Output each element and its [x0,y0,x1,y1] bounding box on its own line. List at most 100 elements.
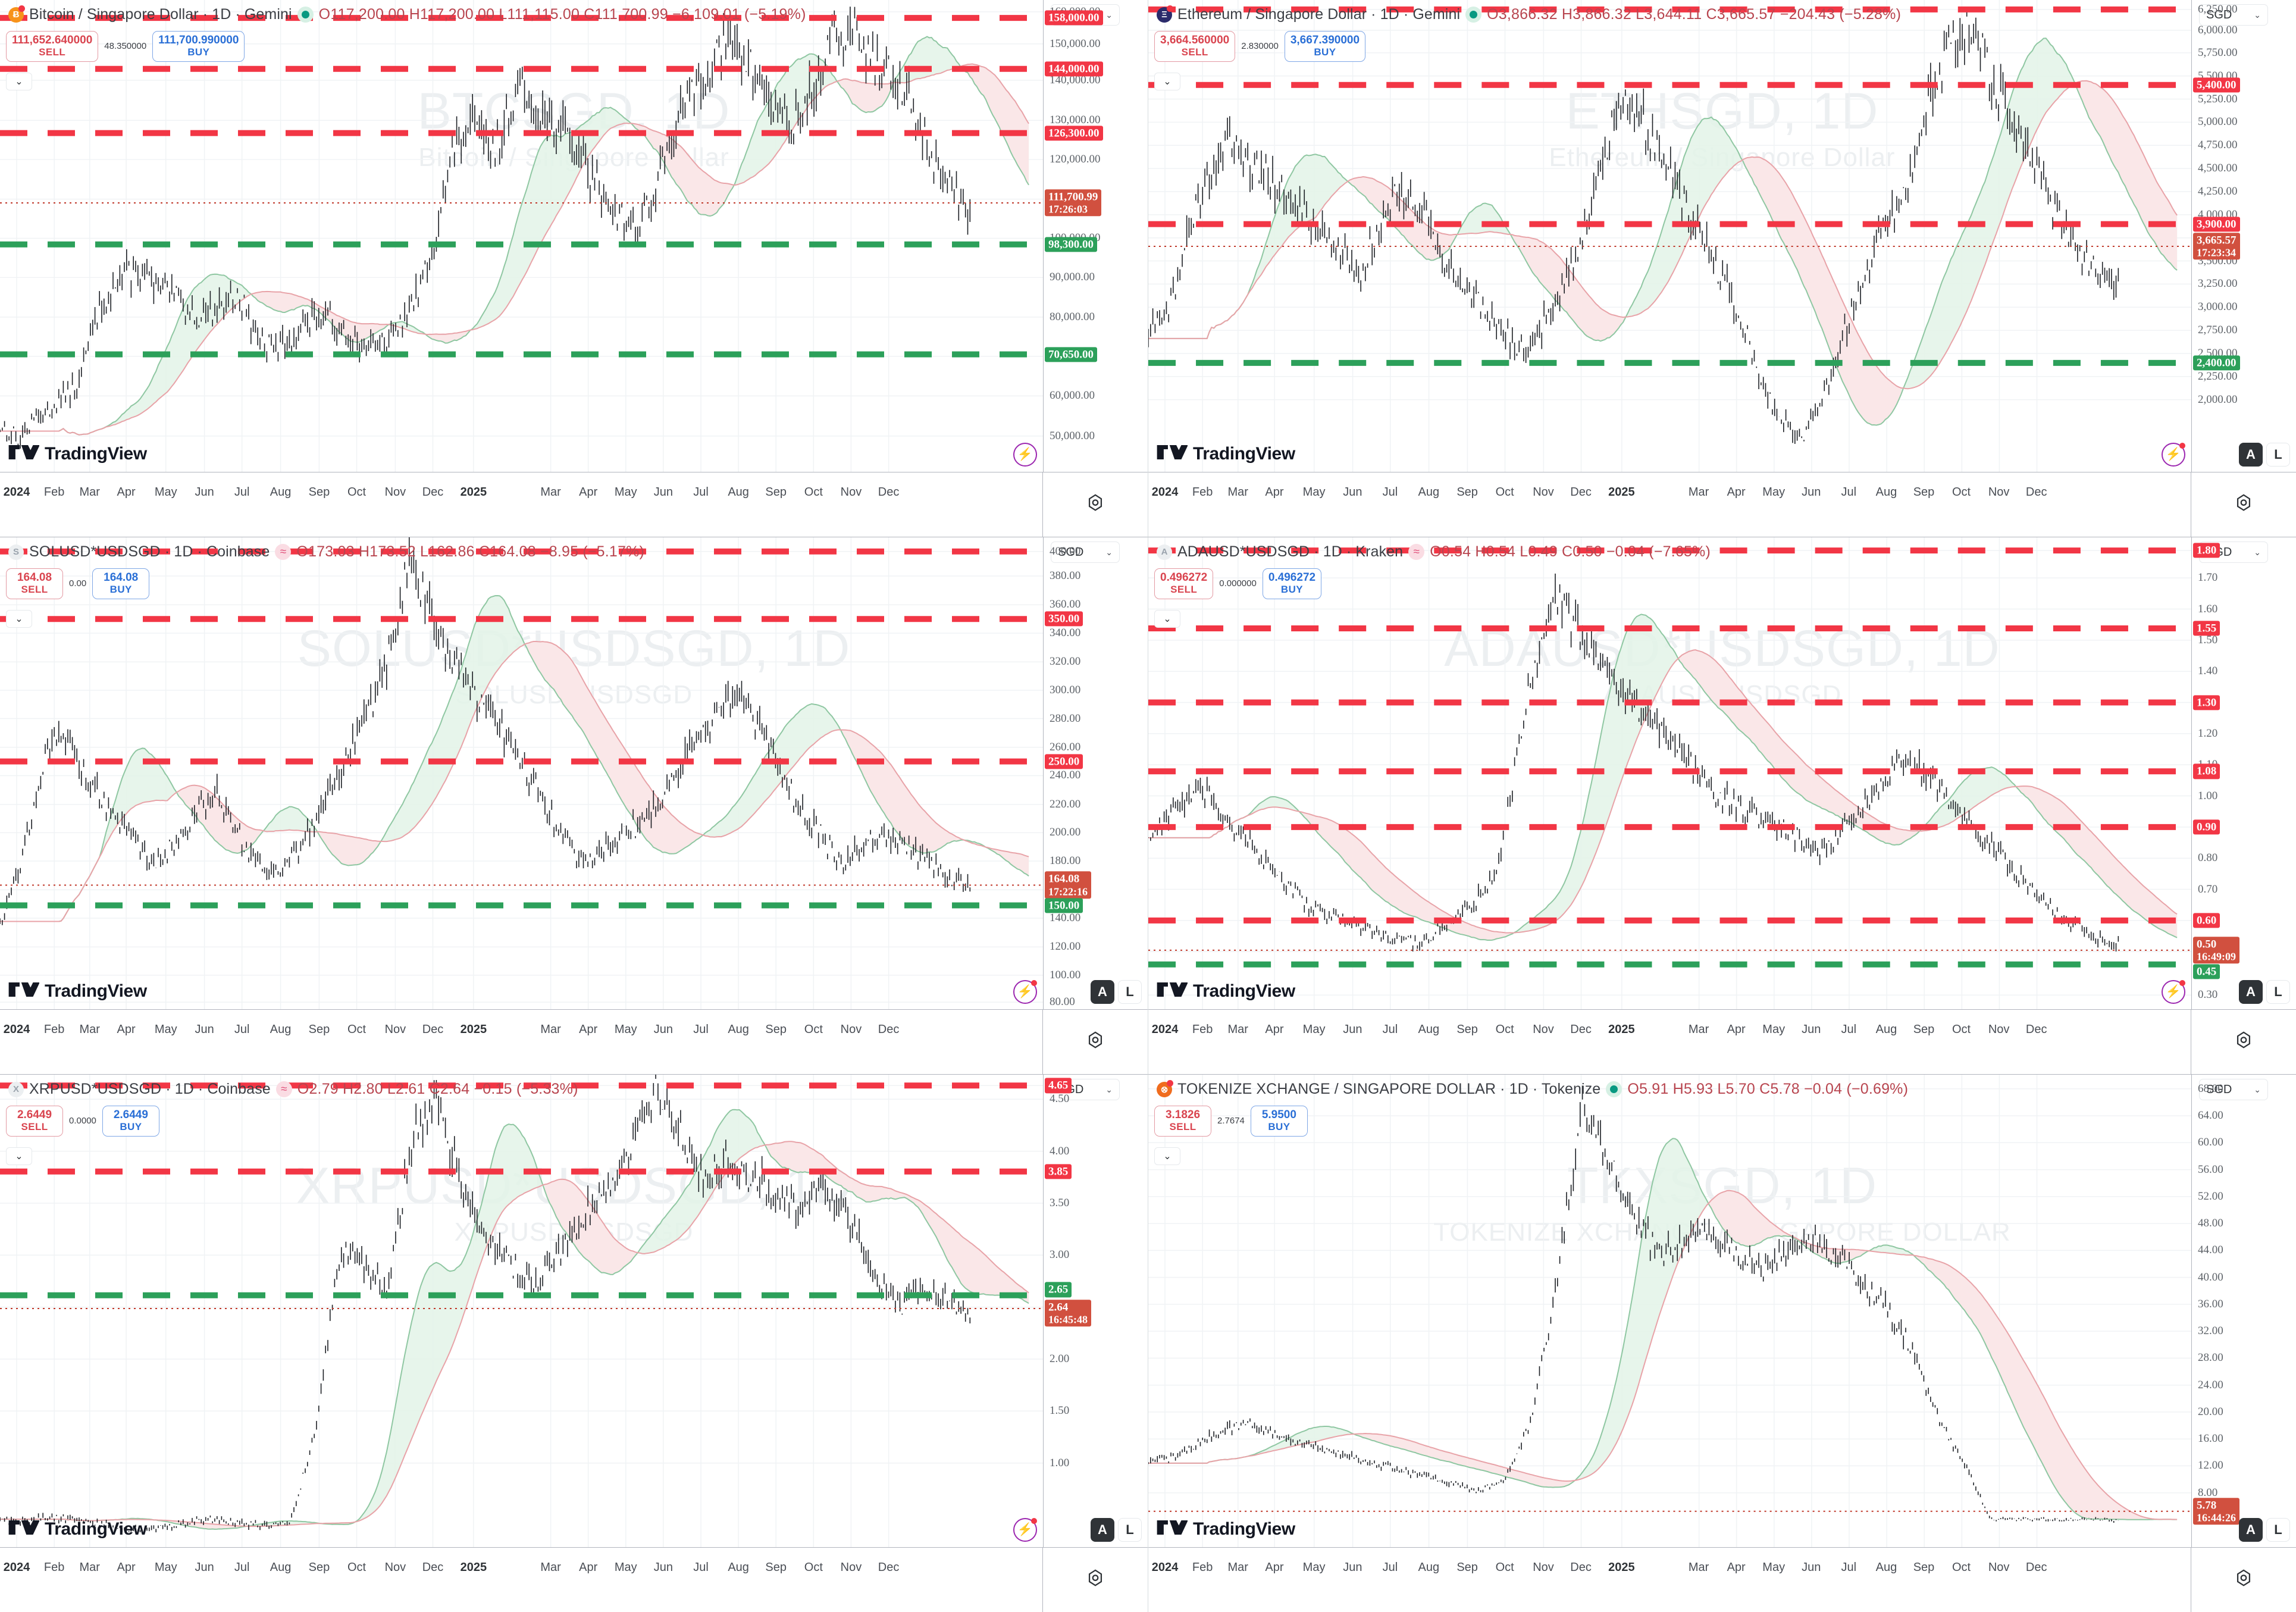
auto-badge[interactable]: A [2239,443,2263,467]
price-scale[interactable]: SGD ⌄ 160,000.00150,000.00140,000.00130,… [1043,0,1148,472]
price-label-red[interactable]: 144,000.00 [1045,61,1103,77]
symbol-title[interactable]: Bitcoin / Singapore Dollar · 1D · Gemini [29,6,292,23]
price-label-green[interactable]: 98,300.00 [1045,237,1097,252]
log-badge[interactable]: L [2266,1518,2290,1542]
price-label-cur[interactable]: 164.08 17:22:16 [1045,871,1091,899]
log-badge[interactable]: L [1118,1518,1142,1542]
price-label-cur[interactable]: 111,700.99 17:26:03 [1045,189,1102,217]
currency-selector[interactable]: SGD ⌄ [2199,4,2268,26]
price-label-cur[interactable]: 3,665.57 17:23:34 [2193,233,2240,260]
plot-area[interactable] [0,0,1043,472]
tradingview-logo[interactable]: TradingView [1157,981,1295,1001]
time-scale[interactable]: 2024 Feb Mar Apr May Jun Jul Aug Sep Oct Nov Dec 202… [1148,1547,2296,1612]
symbol-title[interactable]: ADAUSD*USDSGD · 1D · Kraken [1177,543,1404,560]
sell-button[interactable]: 3,664.560000 SELL [1154,31,1236,62]
price-label-green[interactable]: 70,650.00 [1045,346,1097,362]
symbol-title[interactable]: TOKENIZE XCHANGE / SINGAPORE DOLLAR · 1D… [1177,1081,1601,1097]
symbol-title[interactable]: XRPUSD*USDSGD · 1D · Coinbase [29,1081,271,1097]
auto-badge[interactable]: A [1091,1518,1114,1542]
price-scale[interactable]: SGD ⌄ 400.00 380.00 360.00 340.00 320.00 300.… [1043,537,1148,1009]
currency-selector[interactable]: SGD ⌄ [1051,541,1120,563]
tradingview-logo[interactable]: TradingView [1157,1519,1295,1539]
chart-panel-adausdsgd[interactable]: ADAUSD*USDSGD, 1D ADAUSD*USDSGD A ADAUSD… [1148,537,2296,1075]
buy-button[interactable]: 2.6449 BUY [102,1106,159,1137]
price-label-red[interactable]: 4.65 [1045,1078,1072,1093]
time-scale[interactable]: 2024 Feb Mar Apr May Jun Jul Aug Sep Oct Nov Dec 202… [0,1547,1148,1612]
tradingview-logo[interactable]: TradingView [8,1519,147,1539]
currency-selector[interactable]: SGD ⌄ [2199,1079,2268,1100]
expand-panel-button[interactable]: ⌄ [6,73,32,90]
price-label-red[interactable]: 3,900.00 [2193,217,2240,232]
price-label-green[interactable]: 2.65 [1045,1282,1072,1297]
price-label-red[interactable]: 1.08 [2193,763,2220,779]
price-label-red[interactable]: 0.60 [2193,913,2220,928]
tradingview-logo[interactable]: TradingView [8,444,147,464]
chart-panel-xrpusdsgd[interactable]: XRPUSD*USDSGD, 1D XRPUSD*USDSGD X XRPUSD… [0,1075,1148,1612]
auto-badge[interactable]: A [2239,1518,2263,1542]
chart-settings-button[interactable] [2191,1010,2296,1074]
chart-panel-ethsgd[interactable]: ETHSGD, 1D Ethereum / Singapore Dollar Ξ… [1148,0,2296,537]
buy-button[interactable]: 3,667.390000 BUY [1284,31,1366,62]
tradingview-logo[interactable]: TradingView [1157,444,1295,464]
price-label-red[interactable]: 0.90 [2193,819,2220,835]
tradingview-logo[interactable]: TradingView [8,981,147,1001]
price-scale[interactable]: SGD ⌄ 6,250.00 6,000.00 5,750.00 5,500.00 5,… [2191,0,2296,472]
buy-button[interactable]: 164.08 BUY [92,568,150,599]
plot-area[interactable] [0,537,1043,1009]
price-label-red[interactable]: 1.80 [2193,543,2220,558]
plot-area[interactable] [0,1075,1043,1547]
plot-area[interactable] [1148,1075,2191,1547]
log-badge[interactable]: L [2266,980,2290,1004]
chart-settings-button[interactable] [2191,1548,2296,1612]
chart-settings-button[interactable] [1043,472,1148,537]
sell-button[interactable]: 164.08 SELL [6,568,63,599]
price-label-red[interactable]: 5,400.00 [2193,77,2240,93]
symbol-title[interactable]: SOLUSD*USDSGD · 1D · Coinbase [29,543,270,560]
chart-panel-btcsgd[interactable]: BTCSGD, 1D Bitcoin / Singapore Dollar Ƀ … [0,0,1148,537]
price-label-cur[interactable]: 5.78 16:44:26 [2193,1497,2239,1525]
price-scale[interactable]: SGD ⌄ 1.801.701.601.501.401.301.201.101.… [2191,537,2296,1009]
price-label-green[interactable]: 2,400.00 [2193,355,2240,371]
time-scale[interactable]: 2024 Feb Mar Apr May Jun Jul Aug Sep Oct Nov Dec 202… [1148,1009,2296,1074]
time-scale[interactable]: 2024 Feb Mar Apr May Jun Jul Aug Sep Oct Nov Dec 202… [1148,472,2296,537]
chart-settings-button[interactable] [1043,1010,1148,1074]
price-label-cur[interactable]: 2.64 16:45:48 [1045,1300,1091,1327]
log-badge[interactable]: L [1118,980,1142,1004]
price-label-green[interactable]: 150.00 [1045,897,1083,913]
chart-settings-button[interactable] [2191,472,2296,537]
auto-badge[interactable]: A [2239,980,2263,1004]
time-scale[interactable]: 2024 Feb Mar Apr May Jun Jul Aug Sep Oct Nov Dec 202… [0,1009,1148,1074]
expand-panel-button[interactable]: ⌄ [1154,73,1180,90]
sell-button[interactable]: 3.1826 SELL [1154,1106,1211,1137]
price-scale[interactable]: SGD ⌄ 4.654.504.003.503.002.502.001.501.… [1043,1075,1148,1547]
plot-area[interactable] [1148,537,2191,1009]
price-label-red[interactable]: 350.00 [1045,611,1083,627]
buy-button[interactable]: 111,700.990000 BUY [152,31,245,62]
expand-panel-button[interactable]: ⌄ [6,610,32,628]
price-label-red[interactable]: 126,300.00 [1045,125,1103,141]
sell-button[interactable]: 2.6449 SELL [6,1106,63,1137]
sell-button[interactable]: 111,652.640000 SELL [6,31,99,62]
chart-settings-button[interactable] [1043,1548,1148,1612]
price-scale[interactable]: SGD ⌄ 68.00 64.00 60.00 56.00 52.00 48.00 44.0… [2191,1075,2296,1547]
buy-button[interactable]: 0.496272 BUY [1262,568,1322,599]
bolt-icon[interactable]: ⚡ [1013,1518,1037,1542]
plot-area[interactable] [1148,0,2191,472]
buy-button[interactable]: 5.9500 BUY [1250,1106,1308,1137]
chart-panel-solusdsgd[interactable]: SOLUSD*USDSGD, 1D SOLUSD*USDSGD S SOLUSD… [0,537,1148,1075]
price-label-red[interactable]: 1.30 [2193,694,2220,710]
price-label-red[interactable]: 250.00 [1045,754,1083,769]
price-label-red[interactable]: 1.55 [2193,621,2220,636]
expand-panel-button[interactable]: ⌄ [1154,1147,1180,1165]
time-scale[interactable]: 2024 Feb Mar Apr May Jun Jul Aug Sep Oct Nov Dec 202… [0,472,1148,537]
bolt-icon[interactable]: ⚡ [1013,980,1037,1004]
log-badge[interactable]: L [2266,443,2290,467]
bolt-icon[interactable]: ⚡ [1013,443,1037,467]
bolt-icon[interactable]: ⚡ [2162,980,2185,1004]
sell-button[interactable]: 0.496272 SELL [1154,568,1214,599]
price-label-red[interactable]: 158,000.00 [1045,10,1103,26]
price-label-red[interactable]: 3.85 [1045,1164,1072,1179]
expand-panel-button[interactable]: ⌄ [1154,610,1180,628]
expand-panel-button[interactable]: ⌄ [6,1147,32,1165]
chart-panel-tkxsgd[interactable]: TKXSGD, 1D TOKENIZE XCHANGE / SINGAPORE … [1148,1075,2296,1612]
